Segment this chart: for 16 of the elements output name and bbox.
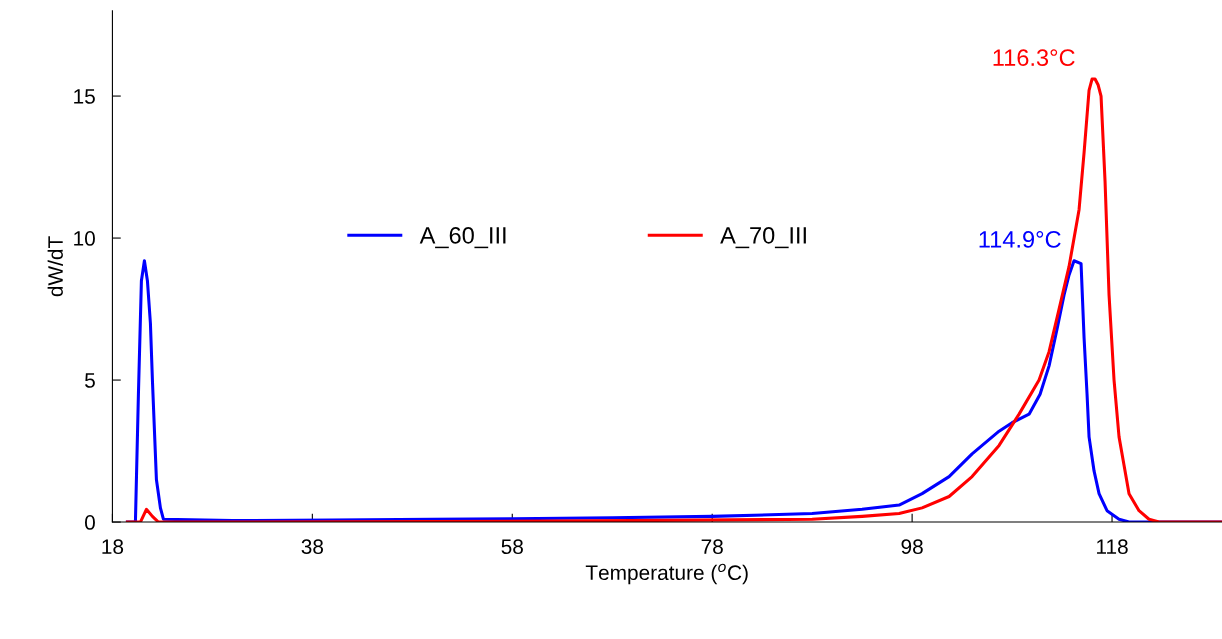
x-axis-title: Temperature ($^{o}$C)	[585, 563, 748, 585]
y-tick-label: 0	[84, 515, 95, 530]
annotation: 114.9°C	[979, 231, 1061, 248]
legend-label: A_70_III	[720, 226, 806, 249]
x-tick-label: 18	[102, 539, 124, 555]
legend-label: A_60_III	[419, 226, 506, 249]
y-tick-label: 15	[74, 89, 95, 104]
x-tick-label: 118	[1097, 539, 1128, 555]
x-tick-label: 38	[301, 539, 324, 555]
x-tick-label: 98	[901, 539, 923, 555]
y-tick-label: 5	[85, 373, 95, 388]
x-tick-label: 78	[701, 539, 723, 555]
x-tick-label: 58	[501, 539, 523, 555]
y-tick-label: 10	[74, 231, 95, 246]
y-axis-title: dW/dT	[47, 236, 63, 297]
annotation: 116.3°C	[993, 49, 1075, 67]
